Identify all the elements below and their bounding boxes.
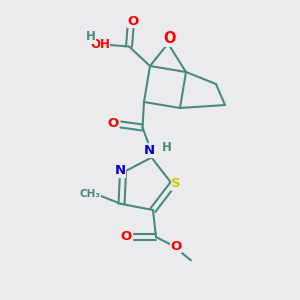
Text: O: O (170, 239, 182, 253)
Text: O: O (107, 117, 118, 130)
Text: N: N (144, 144, 155, 157)
Text: OH: OH (90, 38, 110, 51)
Text: O: O (120, 230, 132, 243)
Text: N: N (114, 164, 126, 178)
Text: O: O (127, 15, 139, 28)
Text: H: H (162, 141, 171, 154)
Text: H: H (86, 30, 96, 43)
Text: CH₃: CH₃ (80, 189, 100, 199)
Text: S: S (171, 177, 181, 190)
Text: O: O (163, 32, 176, 46)
